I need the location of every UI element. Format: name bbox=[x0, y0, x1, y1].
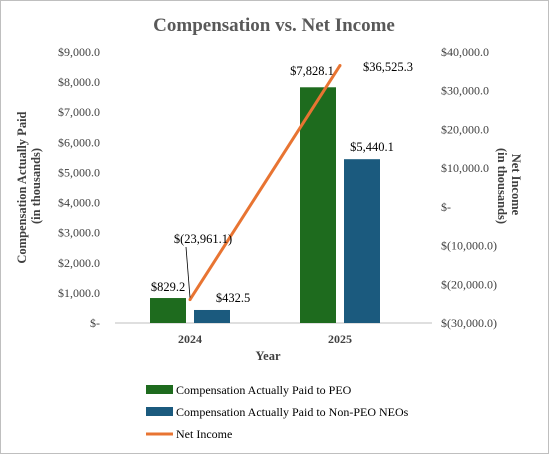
left-tick-label: $4,000.0 bbox=[58, 196, 100, 210]
left-tick-label: $8,000.0 bbox=[58, 75, 100, 89]
legend: Compensation Actually Paid to PEO Compens… bbox=[146, 383, 409, 441]
legend-swatch-1 bbox=[146, 407, 173, 416]
right-tick-label: $30,000.0 bbox=[441, 84, 489, 98]
legend-label: Compensation Actually Paid to Non-PEO NE… bbox=[176, 405, 409, 419]
bar-peo-2024 bbox=[150, 298, 186, 323]
net-income-label-leader-line bbox=[185, 246, 191, 298]
bar-peo-2025 bbox=[300, 87, 336, 324]
right-axis-ticks: $(30,000.0) $(20,000.0) $(10,000.0) $- $10,0… bbox=[441, 45, 497, 330]
right-tick-label: $20,000.0 bbox=[441, 122, 489, 136]
net-income-point-2024 bbox=[188, 298, 192, 302]
bar-non-peo-2025 bbox=[344, 159, 380, 323]
left-axis-title: Compensation Actually Paid (in thousands… bbox=[15, 108, 43, 263]
legend-label: Compensation Actually Paid to PEO bbox=[176, 383, 352, 397]
x-category-label: 2024 bbox=[178, 332, 202, 346]
net-income-line bbox=[188, 64, 342, 301]
bar-data-label: $5,440.1 bbox=[350, 140, 394, 154]
left-tick-label: $1,000.0 bbox=[58, 286, 100, 300]
right-tick-label: $40,000.0 bbox=[441, 45, 489, 59]
net-income-point-2025 bbox=[338, 63, 342, 67]
x-category-label: 2025 bbox=[328, 332, 352, 346]
right-tick-label: $(20,000.0) bbox=[441, 277, 497, 291]
right-axis-title-line1: Net Income bbox=[509, 154, 523, 216]
bar-non-peo-2024 bbox=[194, 309, 230, 323]
bar-data-label: $432.5 bbox=[216, 291, 250, 305]
net-income-data-label: $(23,961.1) bbox=[174, 232, 232, 246]
bar-data-label: $829.2 bbox=[151, 280, 185, 294]
data-labels: $829.2 $7,828.1 $432.5 $5,440.1 $(23,961.1) $… bbox=[151, 60, 413, 305]
left-axis-title-line1: Compensation Actually Paid bbox=[15, 111, 29, 263]
right-tick-label: $(10,000.0) bbox=[441, 239, 497, 253]
left-axis-ticks: $- $1,000.0 $2,000.0 $3,000.0 $4,000.0 $5,000… bbox=[58, 45, 100, 330]
bars bbox=[150, 87, 380, 324]
net-income-data-label: $36,525.3 bbox=[363, 60, 413, 74]
legend-swatch-0 bbox=[146, 385, 173, 394]
x-axis-categories: 2024 2025 bbox=[178, 332, 352, 346]
right-tick-label: $10,000.0 bbox=[441, 161, 489, 175]
right-tick-label: $(30,000.0) bbox=[441, 316, 497, 330]
bar-data-label: $7,828.1 bbox=[290, 64, 334, 78]
left-tick-label: $2,000.0 bbox=[58, 256, 100, 270]
left-tick-label: $3,000.0 bbox=[58, 226, 100, 240]
left-axis-title-line2: (in thousands) bbox=[29, 148, 43, 224]
right-axis-title: Net Income (in thousands) bbox=[495, 148, 523, 224]
left-tick-label: $9,000.0 bbox=[58, 45, 100, 59]
left-tick-label: $6,000.0 bbox=[58, 135, 100, 149]
chart-title: Compensation vs. Net Income bbox=[153, 15, 395, 36]
x-axis-title: Year bbox=[256, 349, 281, 363]
left-tick-label: $- bbox=[90, 316, 100, 330]
left-tick-label: $5,000.0 bbox=[58, 165, 100, 179]
net-income-line-group bbox=[188, 63, 342, 302]
left-tick-label: $7,000.0 bbox=[58, 105, 100, 119]
legend-label: Net Income bbox=[176, 427, 232, 441]
right-axis-title-line2: (in thousands) bbox=[495, 148, 509, 224]
right-tick-label: $- bbox=[441, 200, 451, 214]
